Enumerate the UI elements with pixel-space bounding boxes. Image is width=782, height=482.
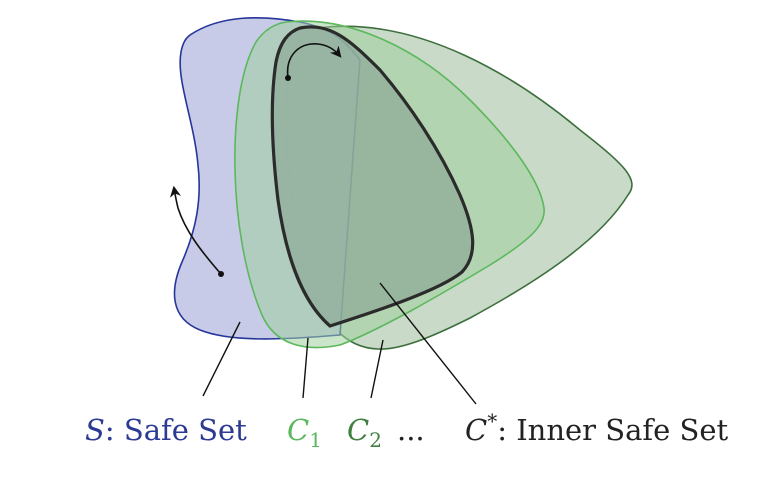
safe-set-symbol: S (85, 413, 105, 447)
c2-subscript: 2 (369, 428, 382, 452)
inner-trajectory-arrow (286, 43, 342, 79)
c1-leader-line (302, 337, 309, 399)
c2-label: C2 (347, 413, 382, 452)
safe-set-label: S: Safe Set (85, 413, 247, 447)
inner-symbol: C (465, 413, 487, 447)
inner-leader-line (379, 282, 477, 405)
escaping-trajectory-arrow (169, 185, 222, 275)
c2-symbol: C (347, 413, 369, 447)
inner-text: : Inner Safe Set (497, 413, 728, 447)
c2-leader-line (370, 339, 384, 399)
c1-symbol: C (287, 413, 309, 447)
safe-set-leader-line (202, 321, 241, 397)
safe-set-text: : Safe Set (105, 413, 247, 447)
inner-safe-set-region (270, 25, 475, 328)
inner-superscript: * (487, 409, 497, 433)
inner-safe-set-label: C*: Inner Safe Set (465, 409, 729, 447)
ellipsis-label: ... (397, 413, 425, 447)
c1-label: C1 (287, 413, 322, 452)
c1-subscript: 1 (309, 428, 322, 452)
